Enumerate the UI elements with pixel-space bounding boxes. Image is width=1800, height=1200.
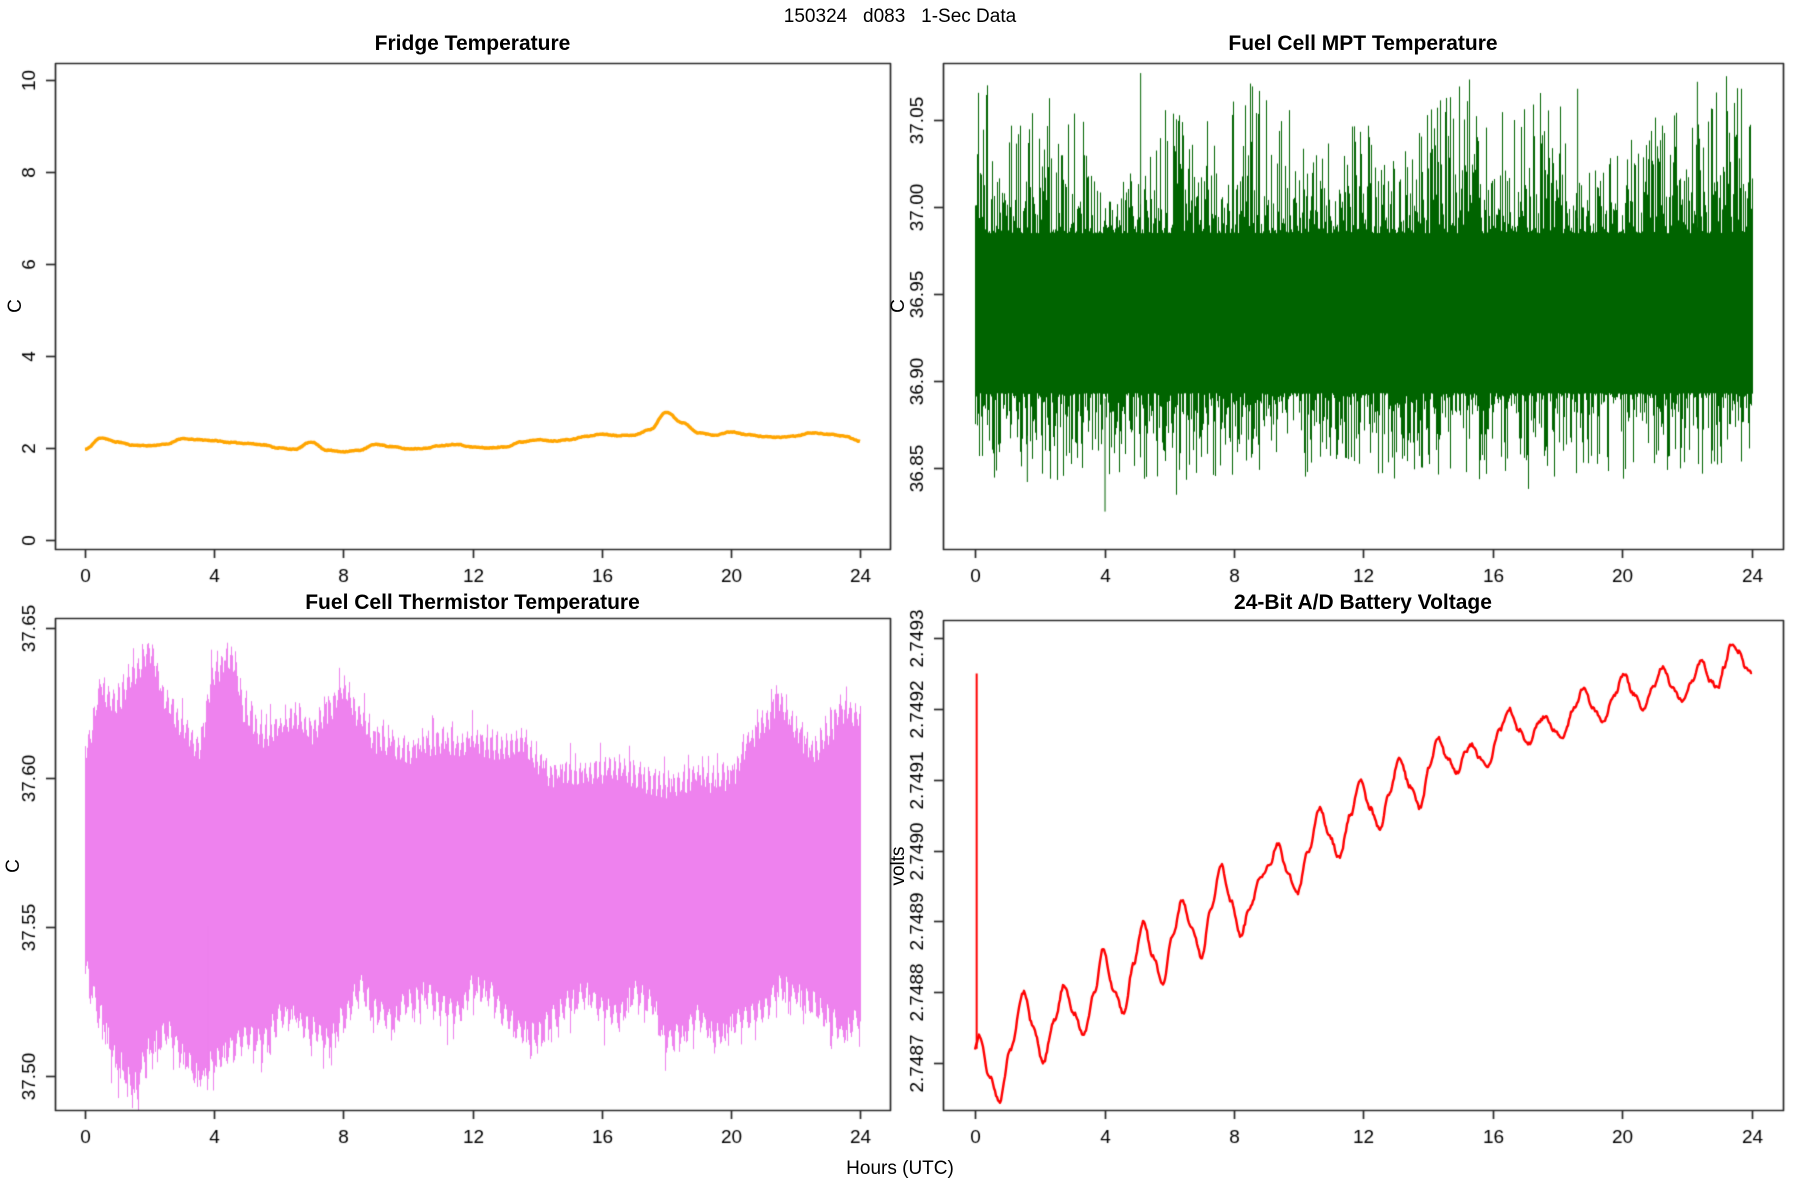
- y-axis-label-thermistor: C: [3, 859, 24, 873]
- panel-title-battery-voltage: 24-Bit A/D Battery Voltage: [1234, 591, 1492, 614]
- panel-title-fuel-cell-thermistor-temperature: Fuel Cell Thermistor Temperature: [305, 591, 640, 614]
- y-axis-label-volts: volts: [888, 846, 909, 886]
- x-axis-outer-label: Hours (UTC): [846, 1158, 954, 1179]
- y-axis-label-fridge: C: [5, 299, 26, 313]
- panel-title-fridge-temperature: Fridge Temperature: [374, 32, 571, 55]
- figure-title: 150324 d083 1-Sec Data: [783, 6, 1017, 27]
- y-axis-label-mpt: C: [888, 299, 909, 313]
- panel-title-fuel-cell-mpt-temperature: Fuel Cell MPT Temperature: [1228, 32, 1498, 55]
